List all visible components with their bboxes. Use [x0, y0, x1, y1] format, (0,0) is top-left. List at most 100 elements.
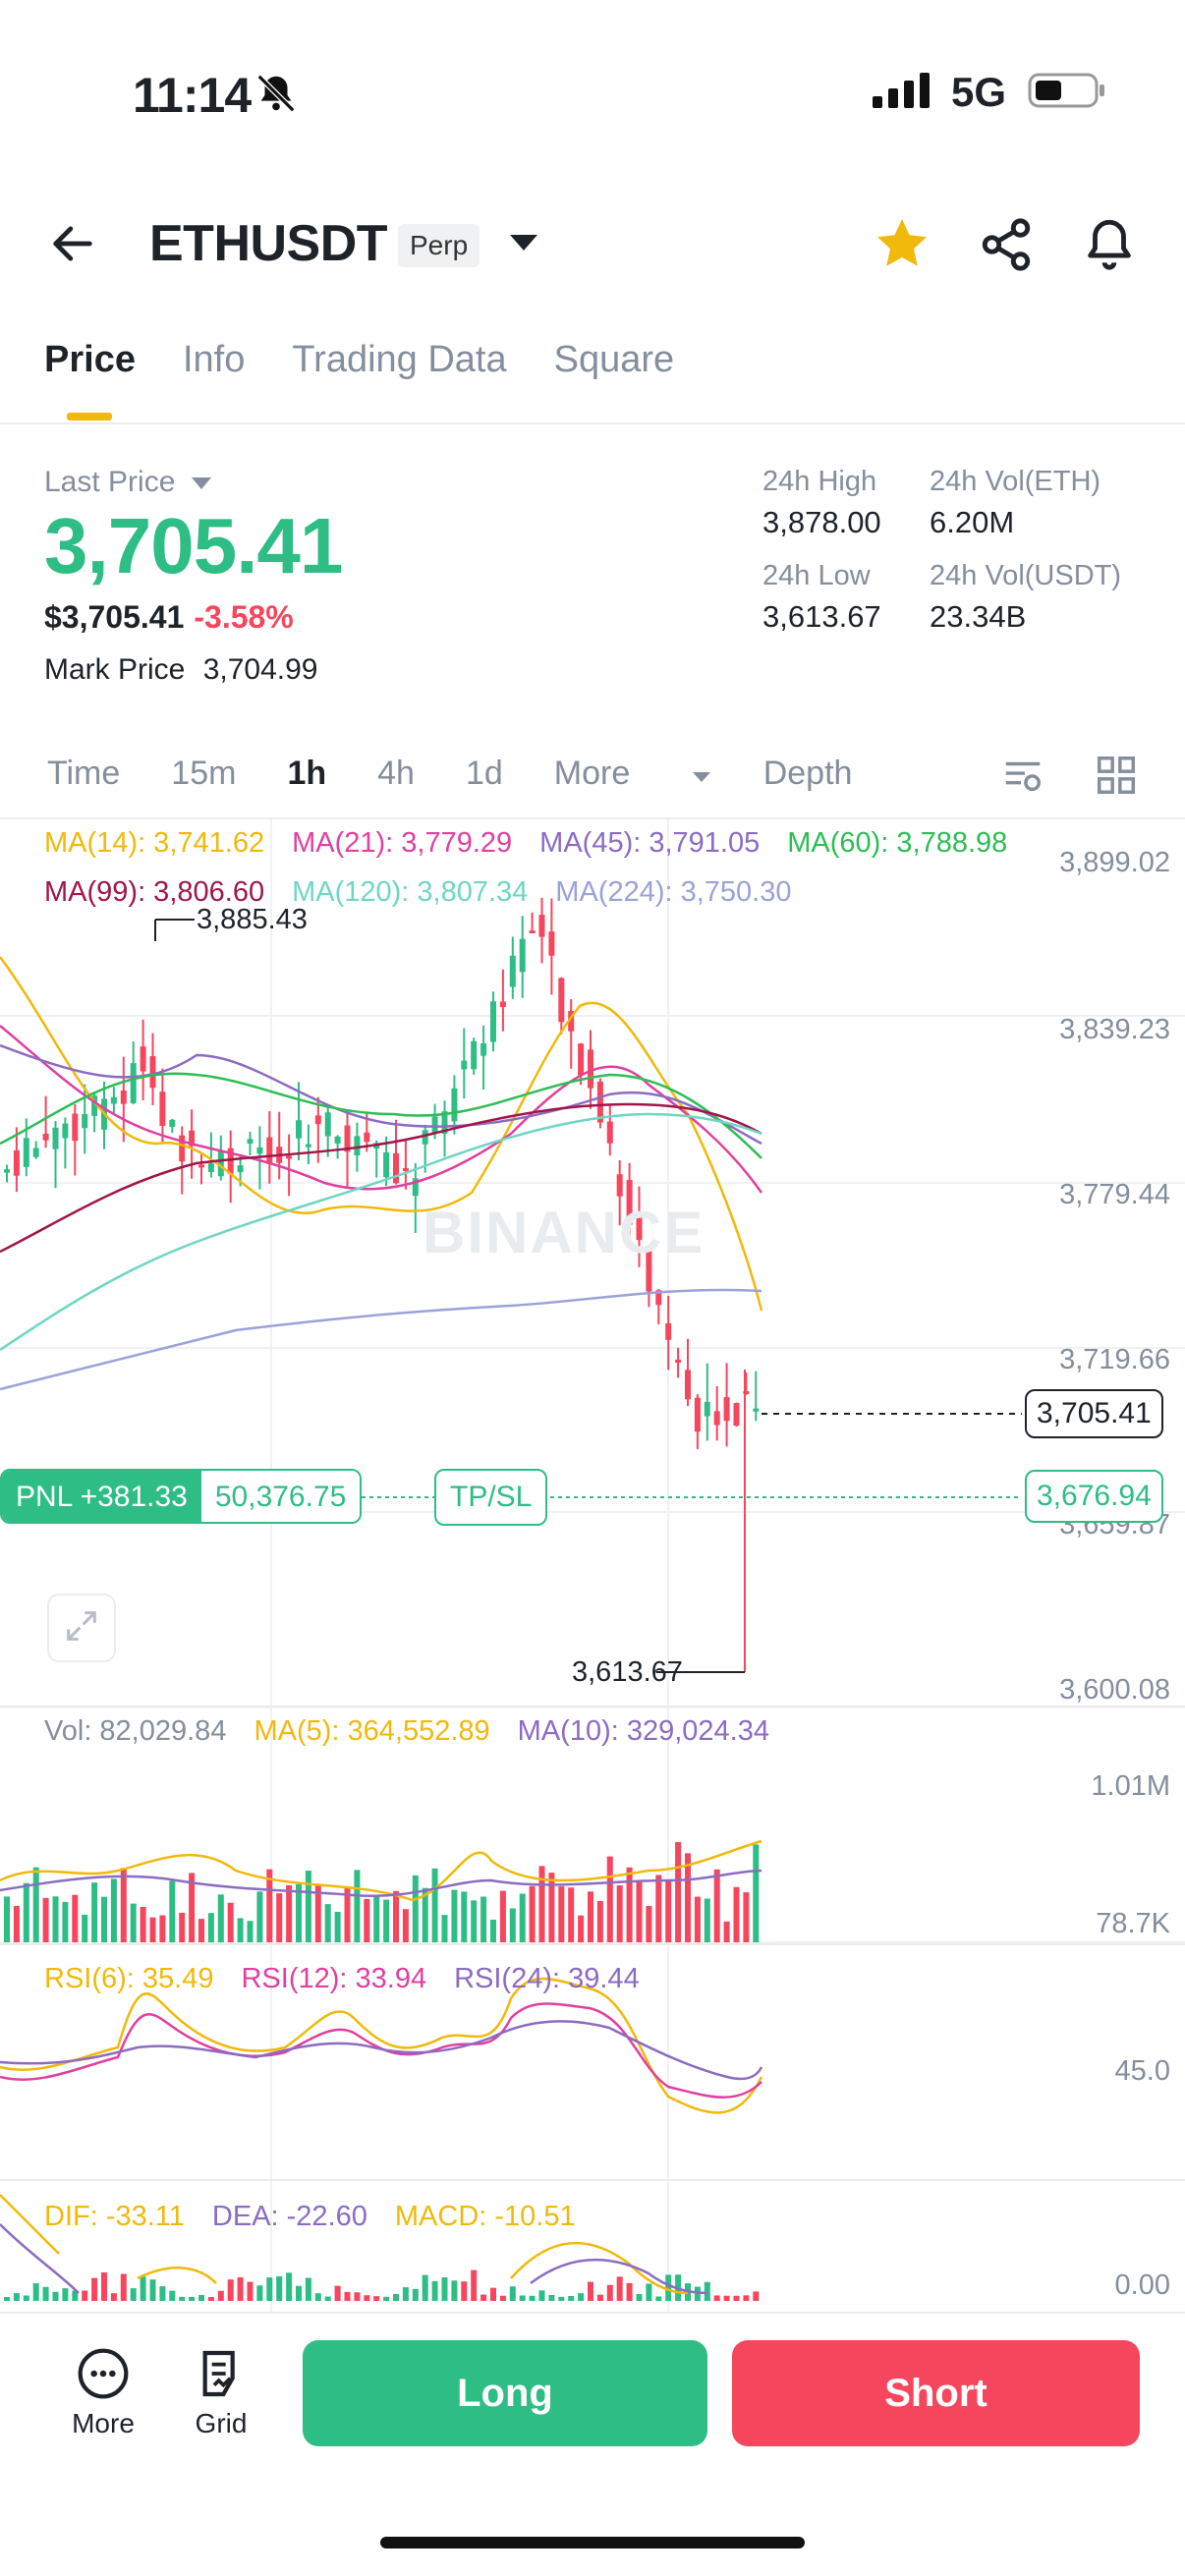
- candle-body: [402, 1168, 409, 1172]
- tpsl-button[interactable]: TP/SL: [434, 1469, 548, 1526]
- interval-time[interactable]: Time: [47, 755, 121, 792]
- tab-underline: [67, 413, 112, 420]
- grid-button[interactable]: Grid: [177, 2346, 265, 2439]
- candle-body: [344, 1125, 351, 1152]
- candle-body: [62, 1123, 69, 1139]
- usd-value: $3,705.41: [44, 599, 185, 635]
- mark-price-label: Mark Price: [44, 653, 186, 686]
- interval-15m[interactable]: 15m: [171, 755, 237, 792]
- volume-bar: [451, 1889, 458, 1942]
- rsi-y-mid: 45.0: [1114, 2055, 1170, 2087]
- y-axis-label-6: 3,600.08: [1059, 1674, 1170, 1706]
- interval-1d[interactable]: 1d: [465, 755, 503, 792]
- binance-watermark: BINANCE: [423, 1200, 705, 1265]
- vol-eth-value: 6.20M: [930, 505, 1015, 539]
- interval-1h[interactable]: 1h: [287, 755, 327, 792]
- macd-bar: [159, 2286, 166, 2301]
- macd-bar: [266, 2277, 273, 2301]
- interval-more[interactable]: More: [554, 755, 712, 793]
- candle-body: [364, 1132, 370, 1143]
- interval-depth[interactable]: Depth: [762, 755, 853, 792]
- candle-body: [646, 1249, 652, 1292]
- main-chart-canvas[interactable]: [0, 819, 1185, 2323]
- tab-price[interactable]: Price: [44, 339, 136, 380]
- candle-body: [149, 1056, 156, 1089]
- more-label: More: [72, 2408, 135, 2438]
- candle-body: [713, 1411, 720, 1426]
- more-button[interactable]: More: [59, 2346, 147, 2439]
- volume-bar: [227, 1902, 234, 1942]
- layout-grid-icon[interactable]: [1094, 753, 1139, 803]
- price-change-pct: -3.58%: [194, 599, 294, 635]
- macd-bar: [82, 2290, 88, 2301]
- status-right: 5G: [872, 69, 1106, 116]
- macd-bar: [130, 2288, 137, 2301]
- candle-body: [130, 1063, 137, 1103]
- chevron-down-icon[interactable]: [507, 231, 540, 259]
- candle-body: [247, 1139, 254, 1144]
- last-price-value: 3,705.41: [44, 502, 343, 589]
- volume-bar: [101, 1896, 107, 1942]
- candle-body: [441, 1111, 448, 1134]
- volume-bar: [130, 1903, 137, 1942]
- share-icon[interactable]: [978, 216, 1035, 278]
- grid-icon: [194, 2350, 249, 2407]
- candle-body: [110, 1096, 117, 1104]
- macd-bar: [227, 2279, 234, 2301]
- status-time: 11:14: [133, 68, 252, 123]
- macd-bar: [626, 2282, 633, 2301]
- volume-bar: [509, 1908, 516, 1942]
- macd-bar: [169, 2290, 176, 2301]
- long-button[interactable]: Long: [303, 2340, 707, 2446]
- symbol-title[interactable]: ETHUSDT: [149, 215, 388, 272]
- volume-bar: [568, 1887, 575, 1942]
- volume-bar: [694, 1896, 701, 1942]
- pnl-box[interactable]: PNL +381.33 50,376.75: [0, 1469, 363, 1524]
- ma224-label: MA(224): 3,750.30: [555, 876, 792, 908]
- star-icon[interactable]: [873, 214, 931, 278]
- bell-icon[interactable]: [1081, 214, 1138, 278]
- macd-bar: [42, 2286, 49, 2301]
- volume-bar: [13, 1905, 20, 1942]
- tab-square[interactable]: Square: [553, 339, 675, 380]
- volume-bar: [626, 1867, 633, 1942]
- candle-body: [743, 1390, 750, 1394]
- indicator-settings-icon[interactable]: [1000, 753, 1045, 803]
- volume-bar: [42, 1897, 49, 1942]
- volume-bar: [334, 1911, 341, 1942]
- macd-bar: [694, 2286, 701, 2301]
- macd-bar: [548, 2294, 555, 2301]
- macd-bar: [247, 2281, 254, 2301]
- candle-body: [606, 1121, 613, 1144]
- macd-bar: [665, 2274, 672, 2301]
- vol-label: Vol: 82,029.84: [44, 1715, 227, 1747]
- volume-bar: [324, 1904, 331, 1942]
- macd-bar: [753, 2291, 760, 2301]
- volume-bar: [256, 1891, 263, 1942]
- grid-label: Grid: [195, 2408, 248, 2438]
- macd-bar: [72, 2290, 79, 2301]
- candle-body: [305, 1144, 311, 1148]
- last-price-label[interactable]: Last Price: [44, 466, 213, 499]
- macd-bar: [91, 2277, 98, 2301]
- short-button[interactable]: Short: [732, 2340, 1140, 2446]
- network-type: 5G: [950, 69, 1006, 115]
- vol-eth-label: 24h Vol(ETH): [930, 466, 1101, 497]
- candle-body: [169, 1119, 176, 1127]
- macd-bar: [393, 2293, 399, 2301]
- macd-bar: [529, 2295, 536, 2301]
- volume-ma-lines: [0, 1839, 762, 1902]
- expand-chart-button[interactable]: [47, 1594, 116, 1662]
- volume-bar: [548, 1873, 555, 1942]
- ma99-label: MA(99): 3,806.60: [44, 876, 265, 908]
- candle-body: [393, 1152, 399, 1184]
- candle-body: [431, 1116, 438, 1133]
- macd-divider: [0, 2179, 1185, 2181]
- back-arrow-icon[interactable]: [47, 218, 98, 274]
- candle-body: [529, 930, 536, 934]
- candle-body: [179, 1135, 186, 1162]
- interval-4h[interactable]: 4h: [377, 755, 415, 792]
- tab-trading-data[interactable]: Trading Data: [292, 339, 507, 380]
- tab-info[interactable]: Info: [182, 339, 246, 380]
- volume-bar: [596, 1901, 603, 1942]
